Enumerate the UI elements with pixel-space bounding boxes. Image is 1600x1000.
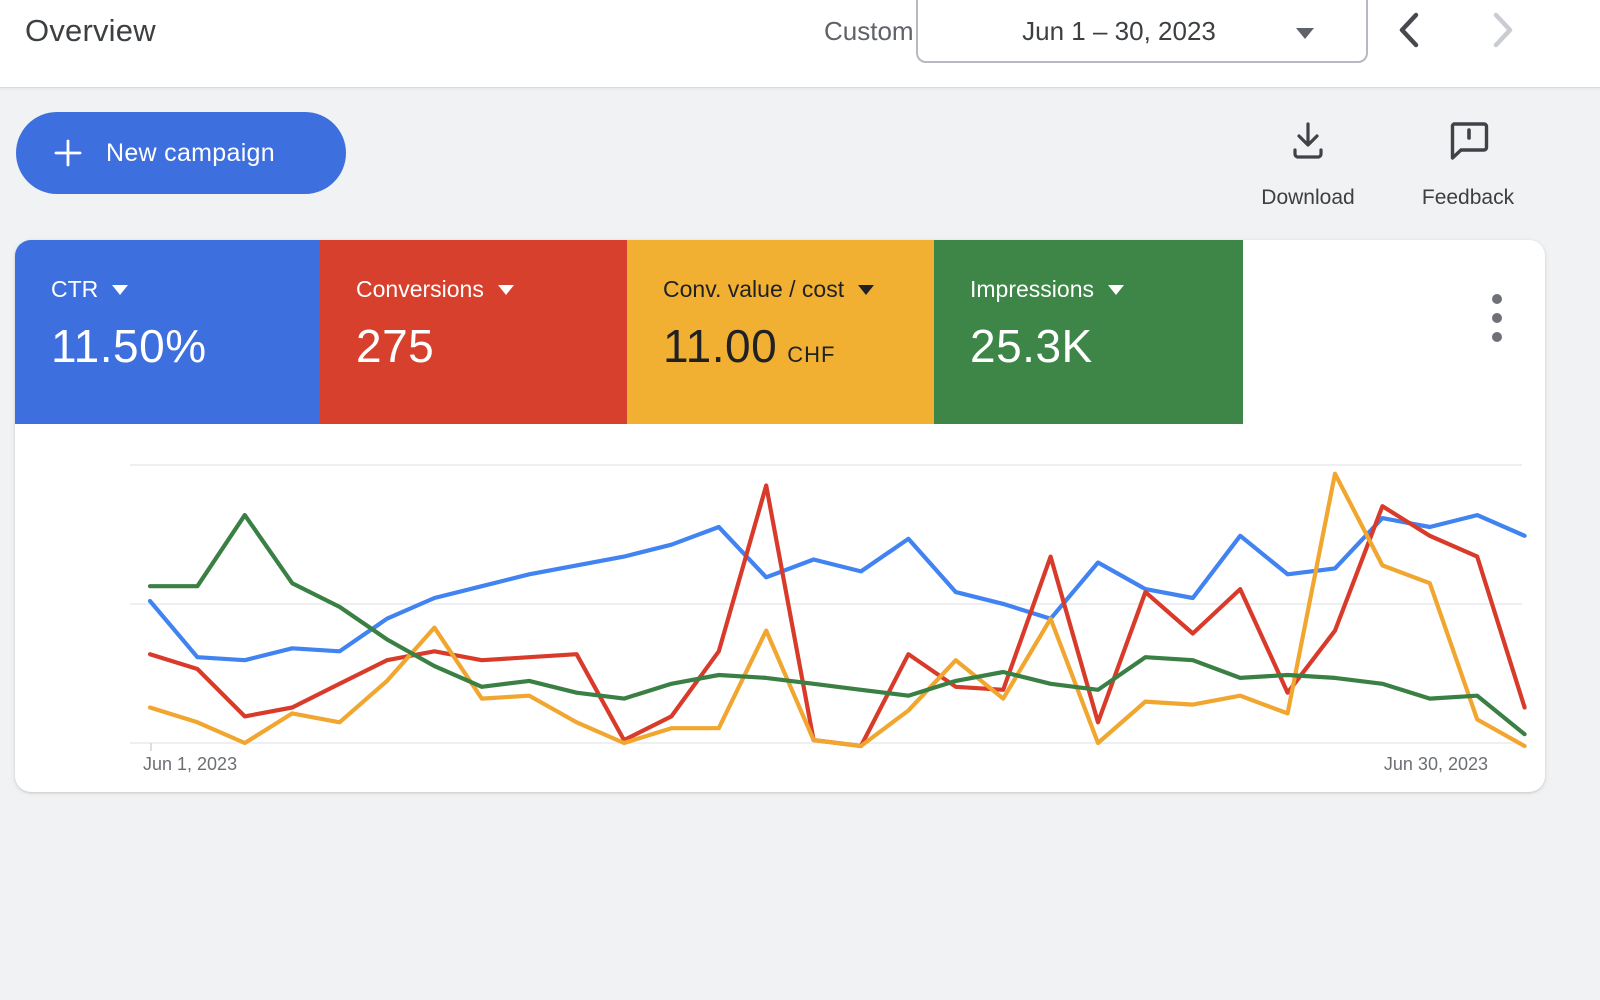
- next-period-button[interactable]: [1486, 8, 1520, 52]
- chart-canvas: [130, 464, 1527, 751]
- date-range-value: Jun 1 – 30, 2023: [1022, 16, 1216, 46]
- metric-value: 275: [356, 320, 435, 372]
- new-campaign-label: New campaign: [106, 138, 275, 167]
- series-ctr: [147, 512, 1527, 663]
- metric-value: 11.50%: [51, 320, 207, 372]
- metric-currency: CHF: [787, 342, 836, 367]
- chevron-down-icon: [112, 284, 129, 295]
- x-axis-end-label: Jun 30, 2023: [1383, 754, 1488, 774]
- metric-tile-ctr[interactable]: CTR 11.50%: [15, 240, 320, 424]
- new-campaign-button[interactable]: New campaign: [16, 112, 346, 194]
- overview-card: CTR 11.50% Conversions 275 Conv. value /…: [15, 240, 1545, 792]
- feedback-button[interactable]: Feedback: [1398, 118, 1538, 210]
- download-icon: [1293, 122, 1323, 159]
- plus-icon: [54, 139, 82, 167]
- metric-tile-impressions[interactable]: Impressions 25.3K: [934, 240, 1243, 424]
- date-range-selector[interactable]: Jun 1 – 30, 2023: [916, 0, 1368, 63]
- more-vertical-icon: [1492, 294, 1502, 304]
- metric-value: 11.00: [663, 320, 778, 372]
- metric-label: Impressions: [970, 276, 1094, 302]
- feedback-label: Feedback: [1421, 186, 1515, 209]
- chevron-down-icon: [1296, 28, 1314, 39]
- metric-tile-conversions[interactable]: Conversions 275: [320, 240, 627, 424]
- previous-period-button[interactable]: [1392, 8, 1426, 52]
- download-label: Download: [1261, 186, 1355, 209]
- card-more-options-button[interactable]: [1477, 290, 1517, 346]
- top-bar: Overview Custom Jun 1 – 30, 2023: [0, 0, 1600, 88]
- metric-value: 25.3K: [970, 320, 1093, 372]
- performance-chart: Jun 1, 2023 Jun 30, 2023: [15, 424, 1545, 792]
- date-range-type-label: Custom: [824, 16, 914, 46]
- page-title: Overview: [25, 13, 156, 48]
- download-button[interactable]: Download: [1238, 118, 1378, 210]
- series-impressions: [147, 512, 1527, 737]
- chevron-down-icon: [1107, 284, 1124, 295]
- metric-label: CTR: [51, 276, 99, 302]
- series-conv-value-cost: [147, 471, 1527, 749]
- metric-label: Conv. value / cost: [663, 276, 845, 302]
- metric-label: Conversions: [356, 276, 484, 302]
- x-axis-start-label: Jun 1, 2023: [143, 754, 238, 774]
- chevron-down-icon: [497, 284, 514, 295]
- feedback-icon: [1450, 122, 1489, 160]
- metric-tile-conv-value-cost[interactable]: Conv. value / cost 11.00 CHF: [627, 240, 934, 424]
- chevron-down-icon: [858, 284, 875, 295]
